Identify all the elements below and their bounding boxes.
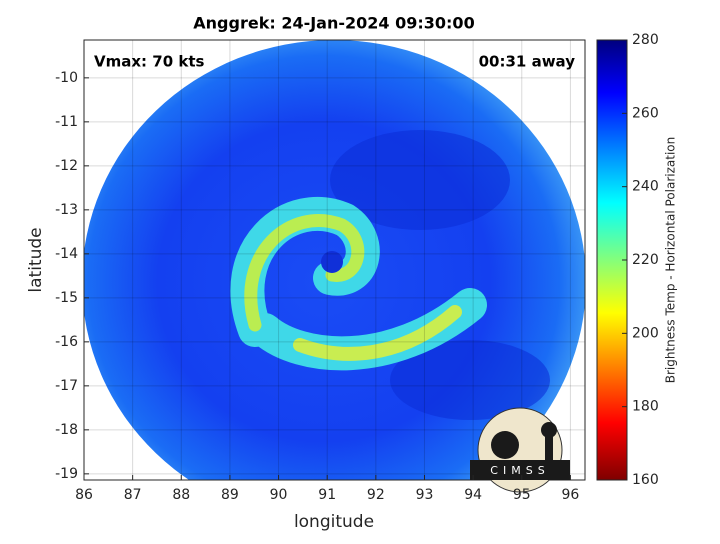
- x-tick-label: 86: [75, 487, 93, 503]
- y-tick-label: -16: [55, 334, 78, 350]
- x-tick-label: 96: [561, 487, 579, 503]
- x-tick-label: 90: [270, 487, 288, 503]
- annotation: 00:31 away: [479, 53, 576, 71]
- plot-frame: [83, 39, 586, 481]
- colorbar-tick-label: 220: [632, 252, 659, 268]
- satellite-image: [84, 40, 585, 480]
- logo-text: CIMSS: [490, 464, 549, 477]
- x-tick-label: 88: [172, 487, 190, 503]
- cimss-logo: CIMSS: [470, 407, 570, 493]
- y-tick-label: -19: [55, 466, 78, 482]
- colorbar-tick-label: 200: [632, 325, 659, 341]
- colorbar-tick-label: 280: [632, 32, 659, 48]
- y-tick-label: -14: [55, 246, 78, 262]
- colorbar-tick-label: 160: [632, 472, 659, 488]
- x-tick-label: 94: [464, 487, 482, 503]
- y-tick-label: -15: [55, 290, 78, 306]
- y-tick-label: -11: [55, 114, 78, 130]
- x-tick-label: 87: [124, 487, 142, 503]
- annotation: Vmax: 70 kts: [94, 53, 204, 71]
- y-tick-label: -10: [55, 70, 78, 86]
- colorbar-tick-label: 180: [632, 399, 659, 415]
- x-axis-label: longitude: [294, 512, 374, 532]
- x-tick-label: 91: [318, 487, 336, 503]
- x-tick-label: 89: [221, 487, 239, 503]
- y-axis-label: latitude: [26, 227, 46, 292]
- y-tick-label: -13: [55, 202, 78, 218]
- colorbar-tick-label: 240: [632, 179, 659, 195]
- chart-title: Anggrek: 24-Jan-2024 09:30:00: [193, 14, 474, 33]
- x-tick-label: 95: [513, 487, 531, 503]
- y-tick-label: -12: [55, 158, 78, 174]
- colorbar-label: Brightness Temp - Horizontal Polarizatio…: [664, 137, 678, 384]
- x-tick-label: 93: [416, 487, 434, 503]
- y-tick-label: -17: [55, 378, 78, 394]
- x-tick-label: 92: [367, 487, 385, 503]
- colorbar-tick-label: 260: [632, 105, 659, 121]
- y-tick-label: -18: [55, 422, 78, 438]
